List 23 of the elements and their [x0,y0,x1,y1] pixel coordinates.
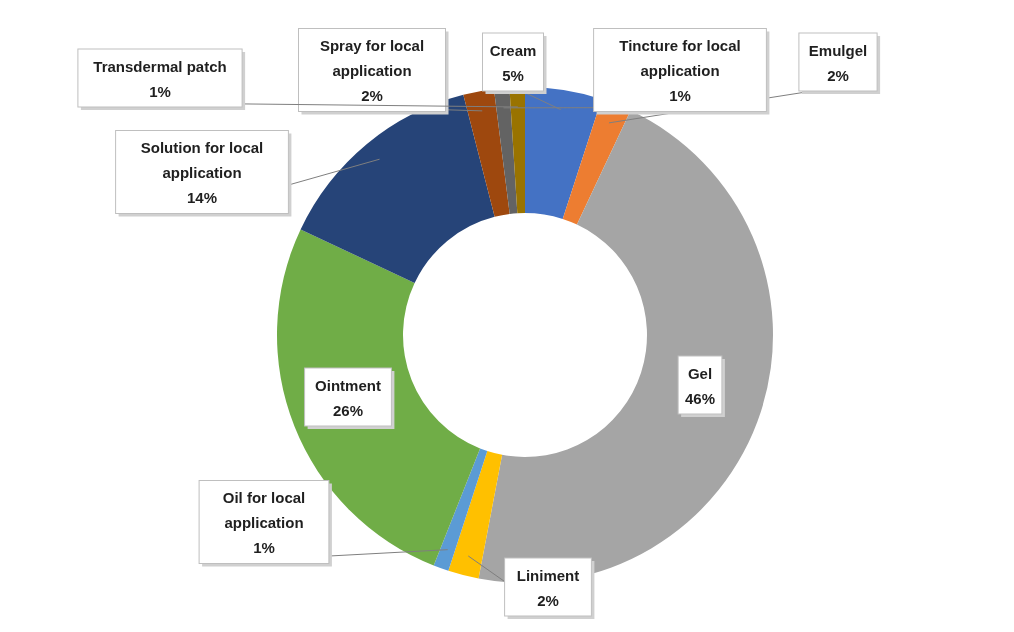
slice-label: Transdermal patch [93,57,227,75]
data-label: 46% [684,389,716,407]
data-label: 1% [669,87,691,105]
data-label: 14% [186,189,218,207]
slice-label: Gel [687,364,713,382]
data-label: 5% [502,66,524,84]
slice-label: Oil for local application [222,489,306,532]
data-label: 1% [253,539,275,557]
slice-label: Emulgel [808,41,868,59]
data-label: 26% [332,401,364,419]
slice-label: Tincture for local application [619,37,741,80]
donut-slice [463,88,510,217]
donut-slice [433,448,488,571]
data-label: 2% [361,87,383,105]
slice-label: Spray for local application [319,37,425,80]
slice-label: Liniment [516,566,580,584]
data-label: 2% [827,66,849,84]
data-label: 1% [149,82,171,100]
slice-label: Solution for local application [140,139,264,182]
donut-slice [448,451,503,579]
data-label: 2% [537,591,559,609]
slice-label: Cream [489,41,537,59]
slice-label: Ointment [315,376,381,394]
